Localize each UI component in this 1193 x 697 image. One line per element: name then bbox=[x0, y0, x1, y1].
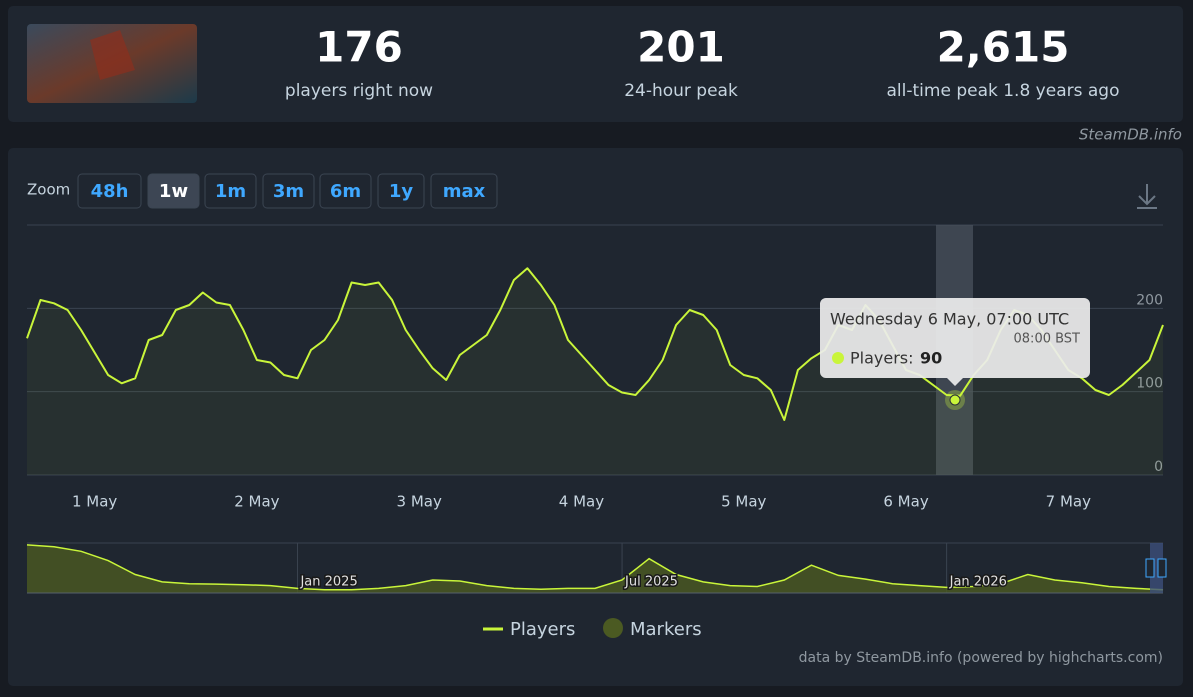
navigator-label: Jan 2026 bbox=[949, 575, 1007, 590]
credits[interactable]: data by SteamDB.info (powered by highcha… bbox=[799, 650, 1163, 666]
navigator-label: Jan 2025 bbox=[299, 575, 357, 590]
y-tick-label: 0 bbox=[1154, 459, 1163, 475]
navigator-label: Jul 2025 bbox=[624, 575, 678, 590]
hover-point bbox=[949, 394, 961, 406]
tooltip-swatch bbox=[832, 352, 844, 364]
navigator-line bbox=[26, 544, 1164, 591]
stat-label: players right now bbox=[285, 81, 433, 101]
legend-marker-icon bbox=[603, 618, 623, 638]
zoom-button[interactable] bbox=[77, 173, 142, 209]
stat-value: 176 bbox=[315, 23, 403, 72]
legend-label[interactable]: Players bbox=[510, 619, 575, 640]
zoom-button-label[interactable]: 48h bbox=[91, 181, 129, 202]
navigator-handle[interactable] bbox=[1157, 558, 1167, 578]
stat-label: 24-hour peak bbox=[624, 81, 738, 101]
zoom-button[interactable] bbox=[430, 173, 498, 209]
stat-label: all-time peak 1.8 years ago bbox=[887, 81, 1120, 101]
tooltip-title: Wednesday 6 May, 07:00 UTC bbox=[830, 310, 1069, 329]
x-tick-label: 7 May bbox=[1046, 493, 1091, 511]
navigator-label: Jan 2026 bbox=[949, 575, 1007, 590]
tooltip-label: Players: bbox=[850, 349, 914, 368]
navigator-selection[interactable] bbox=[1150, 543, 1163, 593]
zoom-button-label[interactable]: max bbox=[443, 181, 486, 202]
tooltip-value: 90 bbox=[920, 349, 942, 368]
chart-panel bbox=[8, 148, 1183, 686]
zoom-button[interactable] bbox=[319, 173, 372, 209]
zoom-button-label[interactable]: 1m bbox=[215, 181, 246, 202]
zoom-button-label[interactable]: 6m bbox=[330, 181, 361, 202]
navigator-label: Jul 2025 bbox=[624, 575, 678, 590]
zoom-button-label[interactable]: 1y bbox=[389, 181, 414, 202]
x-tick-label: 4 May bbox=[559, 493, 604, 511]
source-label: SteamDB.info bbox=[1079, 126, 1182, 144]
y-tick-label: 100 bbox=[1136, 376, 1163, 392]
x-tick-label: 5 May bbox=[721, 493, 766, 511]
zoom-button[interactable] bbox=[204, 173, 257, 209]
zoom-label: Zoom bbox=[27, 181, 70, 199]
tooltip-box bbox=[820, 298, 1090, 386]
thumbnail-art bbox=[90, 30, 135, 80]
zoom-button[interactable] bbox=[147, 173, 200, 209]
x-tick-label: 1 May bbox=[72, 493, 117, 511]
navigator-label: Jan 2025 bbox=[299, 575, 357, 590]
series-area bbox=[27, 268, 1163, 475]
stat-value: 201 bbox=[637, 23, 725, 72]
x-tick-label: 6 May bbox=[883, 493, 928, 511]
tooltip-subtitle: 08:00 BST bbox=[1014, 332, 1081, 347]
zoom-button-label[interactable]: 3m bbox=[273, 181, 304, 202]
y-tick-label: 200 bbox=[1136, 292, 1163, 308]
download-icon[interactable] bbox=[1137, 184, 1157, 209]
zoom-button[interactable] bbox=[262, 173, 315, 209]
navigator-handle[interactable] bbox=[1145, 558, 1155, 578]
navigator-area bbox=[27, 544, 1163, 593]
stats-panel bbox=[8, 6, 1183, 122]
x-tick-label: 2 May bbox=[234, 493, 279, 511]
stat-value: 2,615 bbox=[937, 23, 1070, 72]
legend-label[interactable]: Markers bbox=[630, 619, 702, 640]
x-tick-label: 3 May bbox=[397, 493, 442, 511]
zoom-button[interactable] bbox=[377, 173, 425, 209]
zoom-button-label[interactable]: 1w bbox=[159, 181, 188, 202]
